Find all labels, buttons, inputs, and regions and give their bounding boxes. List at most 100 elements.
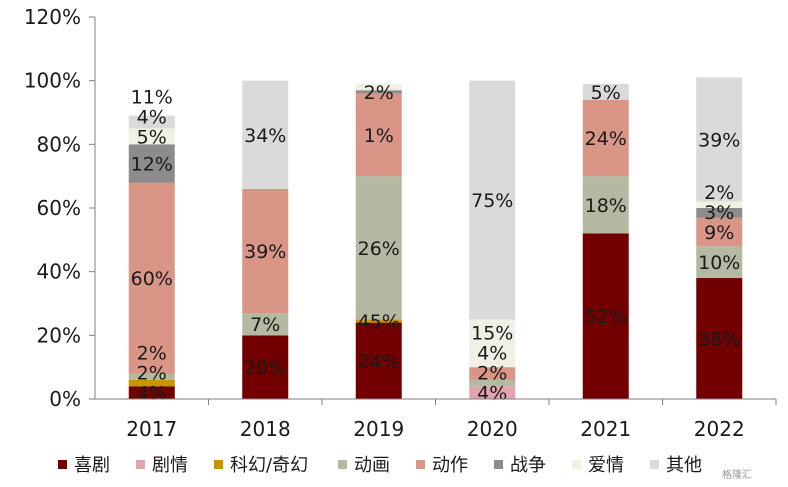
data-label: 11%	[131, 86, 173, 108]
data-label: 45%	[358, 311, 400, 333]
legend-label: 喜剧	[74, 455, 110, 476]
bar-segment	[355, 90, 402, 94]
data-label: 5%	[591, 82, 621, 104]
bar-segment	[355, 176, 402, 320]
bar-segment	[242, 188, 289, 314]
data-label: 39%	[244, 241, 286, 263]
bar-segment	[582, 83, 629, 100]
y-tick-label: 0%	[49, 387, 81, 411]
data-label: 18%	[585, 195, 627, 217]
bar-segment	[469, 386, 516, 399]
bar-segment	[355, 83, 402, 91]
data-labels: 4%2%2%60%12%5%4%11%20%7%39%34%24%45%26%1…	[131, 82, 741, 405]
bar-segment	[582, 233, 629, 399]
data-label: 15%	[471, 323, 513, 345]
legend-label: 动作	[432, 455, 468, 476]
data-label: 2%	[137, 343, 167, 365]
x-tick-label: 2019	[353, 417, 404, 441]
bar-segment	[696, 201, 743, 208]
bar-segment	[128, 115, 175, 129]
data-label: 20%	[244, 357, 286, 379]
x-tick-label: 2018	[240, 417, 291, 441]
legend-swatch	[338, 460, 347, 469]
x-tick-label: 2021	[580, 417, 631, 441]
legend-swatch	[572, 460, 581, 469]
data-label: 24%	[585, 128, 627, 150]
y-tick-label: 80%	[37, 132, 81, 156]
bar-segment	[582, 176, 629, 234]
data-label: 34%	[244, 125, 286, 147]
y-axis: 0% 20% 40% 60% 80% 100% 120%	[24, 5, 96, 411]
data-label: 2%	[477, 363, 507, 385]
watermark: 格隆汇	[722, 468, 752, 481]
y-tick-label: 60%	[37, 196, 81, 220]
data-label: 39%	[698, 130, 740, 152]
legend-label: 其他	[666, 455, 702, 476]
bar-segment	[128, 128, 175, 145]
legend-label: 剧情	[152, 455, 188, 476]
x-tick-label: 2017	[126, 417, 177, 441]
bar-segment	[582, 99, 629, 177]
data-label: 3%	[704, 202, 734, 224]
data-label: 24%	[358, 351, 400, 373]
bars	[128, 77, 743, 399]
data-label: 26%	[358, 238, 400, 260]
bar-segment	[128, 144, 175, 183]
data-label: 7%	[250, 314, 280, 336]
bar-segment	[242, 335, 289, 399]
legend-label: 科幻/奇幻	[230, 455, 308, 476]
data-label: 2%	[364, 82, 394, 104]
data-label: 60%	[131, 268, 173, 290]
y-tick-label: 100%	[24, 69, 81, 93]
bar-segment	[469, 367, 516, 380]
data-label: 4%	[137, 383, 167, 405]
legend: 喜剧 剧情 科幻/奇幻 动画 动作 战争 爱情 其他	[58, 455, 702, 476]
legend-swatch	[214, 460, 223, 469]
bar-segment	[696, 77, 743, 202]
bar-segment	[355, 93, 402, 177]
bar-segment	[242, 313, 289, 336]
bar-segment	[469, 379, 516, 387]
bar-segment	[355, 322, 402, 399]
data-label: 12%	[131, 153, 173, 175]
data-label: 75%	[471, 190, 513, 212]
y-tick-label: 20%	[37, 323, 81, 347]
x-tick-label: 2022	[694, 417, 745, 441]
data-label: 38%	[698, 329, 740, 351]
data-label: 52%	[585, 306, 627, 328]
y-tick-label: 40%	[37, 260, 81, 284]
legend-swatch	[416, 460, 425, 469]
bar-segment	[128, 379, 175, 387]
data-label: 4%	[477, 343, 507, 365]
bar-segment	[696, 246, 743, 279]
data-label: 10%	[698, 252, 740, 274]
bar-segment	[696, 278, 743, 399]
bar-segment	[355, 319, 402, 323]
bar-segment	[128, 182, 175, 374]
data-label: 1%	[364, 125, 394, 147]
data-label: 4%	[137, 106, 167, 128]
bar-segment	[469, 319, 516, 368]
y-tick-label: 120%	[24, 5, 81, 29]
data-label: 4%	[477, 383, 507, 405]
x-tick-label: 2020	[467, 417, 518, 441]
legend-label: 动画	[354, 455, 390, 476]
x-axis: 2017 2018 2019 2020 2021 2022	[95, 398, 777, 441]
data-label: 9%	[704, 222, 734, 244]
legend-swatch	[136, 460, 145, 469]
legend-swatch	[494, 460, 503, 469]
bar-segment	[128, 373, 175, 380]
bar-segment	[696, 208, 743, 218]
bar-segment	[469, 80, 516, 320]
bar-segment	[242, 80, 289, 189]
legend-swatch	[650, 460, 659, 469]
bar-segment	[128, 386, 175, 399]
legend-swatch	[58, 460, 67, 469]
data-label: 5%	[137, 126, 167, 148]
data-label: 2%	[137, 363, 167, 385]
legend-label: 爱情	[588, 455, 624, 476]
legend-label: 战争	[510, 455, 546, 476]
bar-segment	[696, 217, 743, 247]
data-label: 2%	[704, 182, 734, 204]
